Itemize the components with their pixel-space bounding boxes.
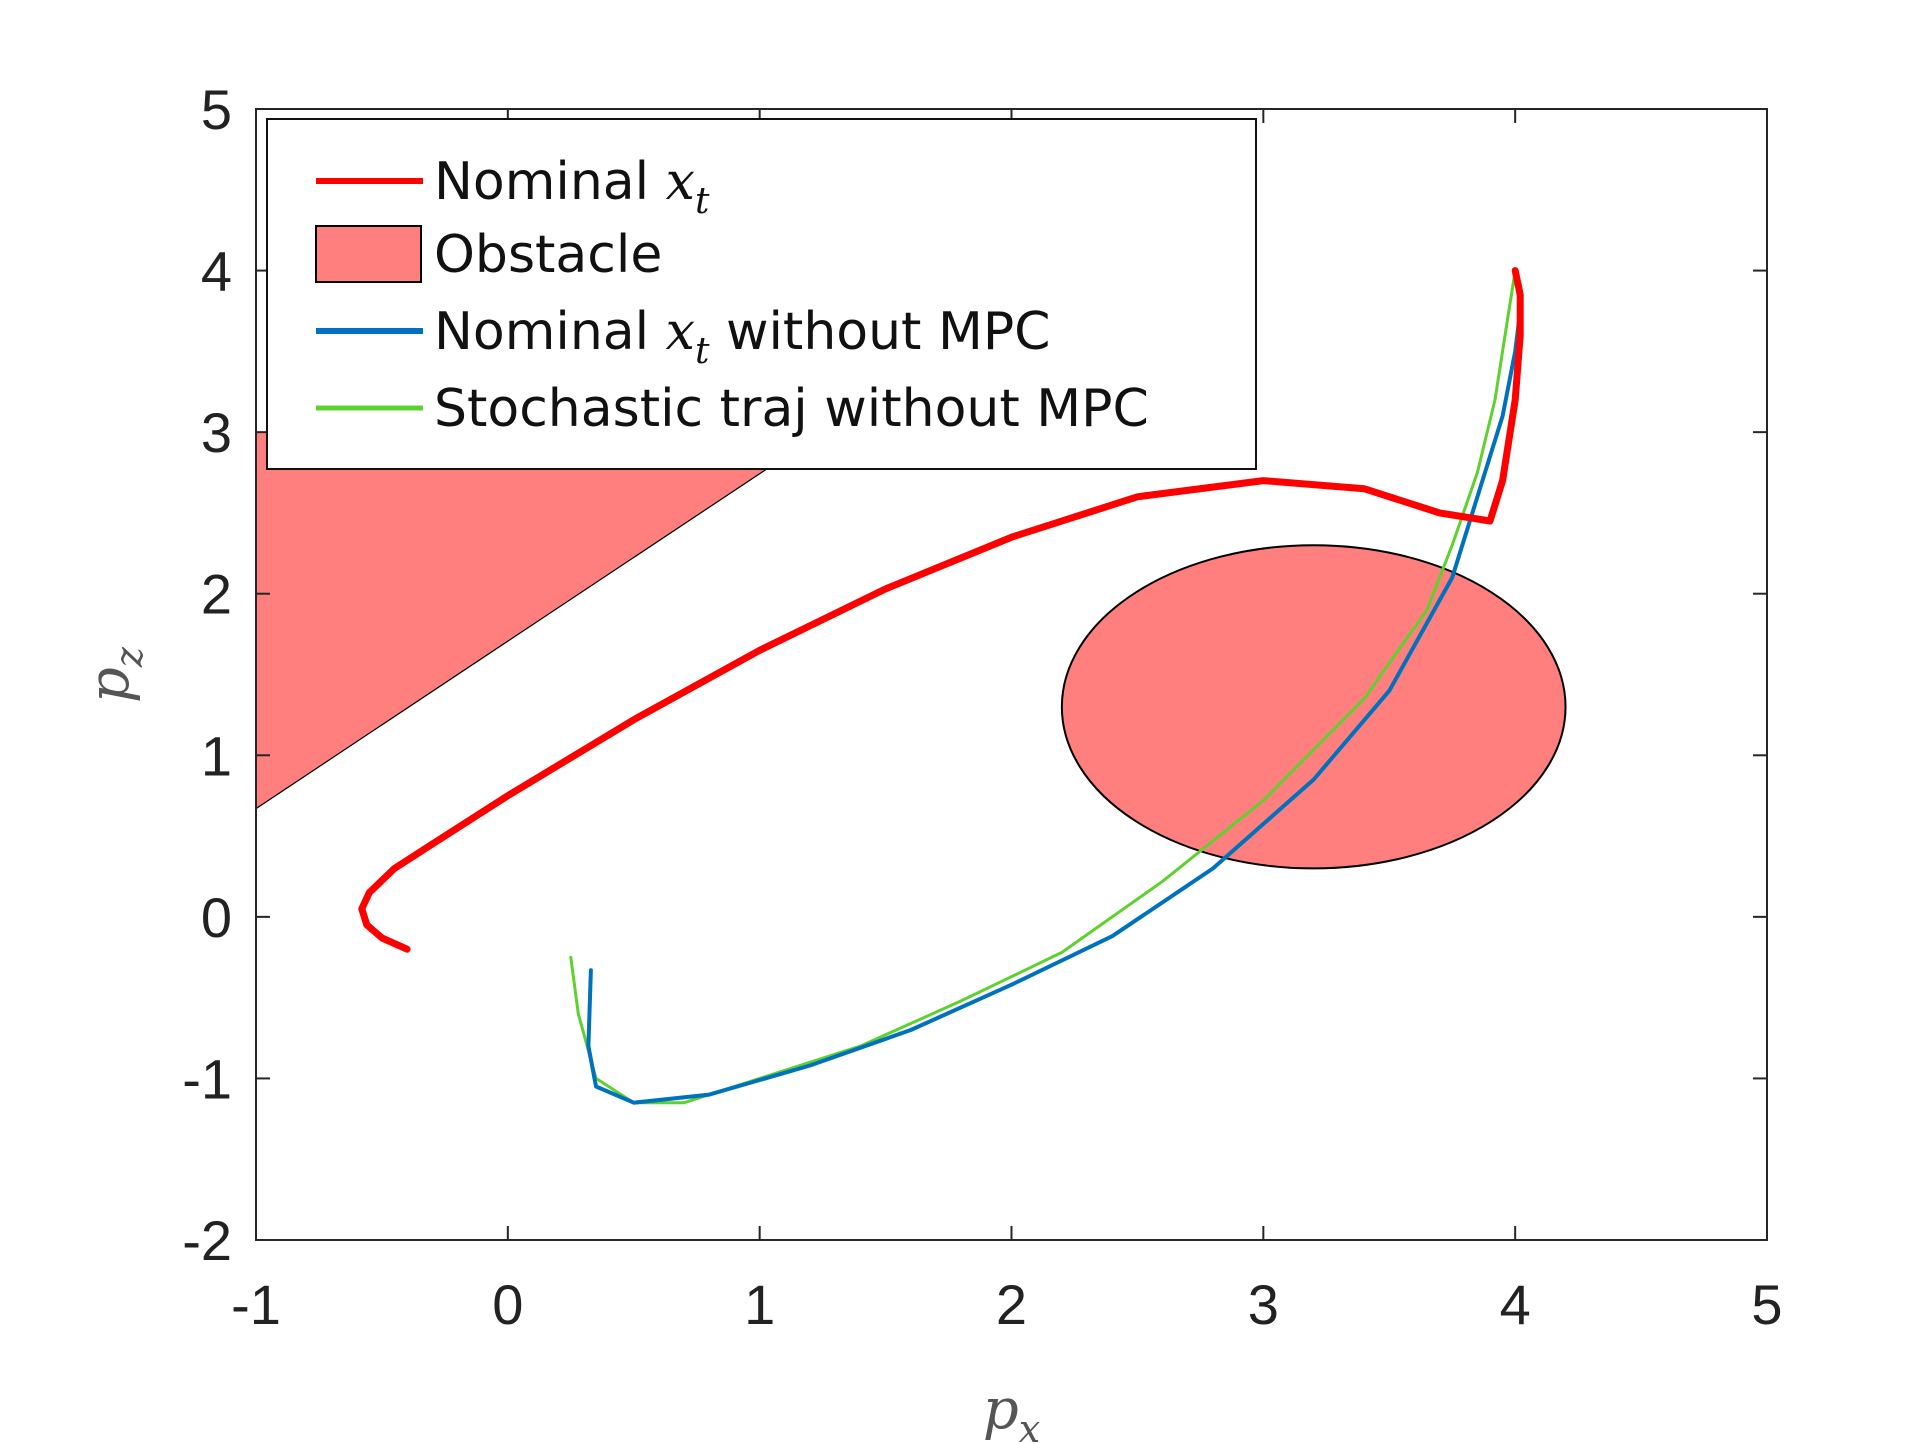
legend-label-stochastic_no_mpc: Stochastic traj without MPC — [434, 379, 1149, 439]
y-axis-label: pz — [77, 646, 151, 703]
legend-label-sub: t — [695, 181, 710, 222]
legend-box — [266, 118, 1257, 470]
obstacle-wedge — [256, 431, 812, 810]
plot-content — [256, 267, 1567, 1105]
x-tick-label: 4 — [1500, 1273, 1531, 1336]
series-line-nominal — [358, 267, 1524, 953]
legend-label-prefix: Obstacle — [434, 225, 662, 285]
legend-label-prefix: Nominal — [434, 152, 666, 212]
legend-label-math: x — [666, 302, 695, 362]
legend-item-stochastic_no_mpc: Stochastic traj without MPC — [316, 379, 1149, 439]
legend-label-nominal: Nominal xt — [434, 152, 710, 222]
y-axis-label-main: p — [77, 667, 142, 703]
x-axis-label-main: p — [983, 1377, 1019, 1442]
obstacle-ellipse — [1060, 544, 1567, 870]
y-tick-label: 1 — [201, 724, 232, 787]
y-tick-label: -2 — [182, 1209, 232, 1272]
x-axis-label-sub: x — [1019, 1407, 1040, 1444]
legend-item-nominal_no_mpc: Nominal xt without MPC — [316, 302, 1051, 372]
x-tick-label: 3 — [1248, 1273, 1279, 1336]
plot-area — [256, 267, 1567, 1105]
y-axis-label-sub: z — [107, 646, 151, 668]
y-tick-label: 5 — [201, 78, 232, 141]
series-line-nominal_no_mpc — [586, 268, 1523, 1105]
y-tick-label: 4 — [201, 240, 232, 303]
y-tick-label: 3 — [201, 401, 232, 464]
legend-swatch-obstacle — [315, 225, 422, 283]
legend-label-sub: t — [695, 331, 710, 372]
legend-item-nominal: Nominal xt — [316, 152, 710, 222]
legend-item-obstacle: Obstacle — [315, 225, 662, 285]
y-tick-label: 0 — [201, 886, 232, 949]
y-tick-label: 2 — [201, 563, 232, 626]
legend-label-suffix: without MPC — [709, 302, 1050, 362]
x-axis-label: px — [983, 1377, 1040, 1444]
legend-label-nominal_no_mpc: Nominal xt without MPC — [434, 302, 1051, 372]
y-tick-label: -1 — [182, 1047, 232, 1110]
x-tick-label: 1 — [744, 1273, 775, 1336]
legend-label-prefix: Stochastic traj without MPC — [434, 379, 1149, 439]
x-tick-label: 5 — [1751, 1273, 1782, 1336]
legend-label-obstacle: Obstacle — [434, 225, 662, 285]
legend-label-math: x — [666, 152, 695, 212]
legend-label-prefix: Nominal — [434, 302, 666, 362]
x-tick-label: 0 — [492, 1273, 523, 1336]
x-tick-label: 2 — [996, 1273, 1027, 1336]
x-tick-label: -1 — [231, 1273, 281, 1336]
